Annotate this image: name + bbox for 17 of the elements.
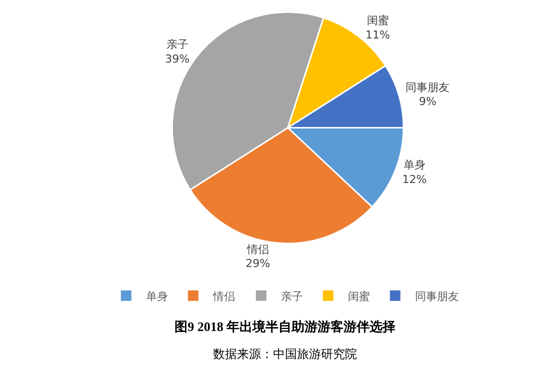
data-label: 9%	[419, 95, 436, 108]
slice-label: 同事朋友	[406, 80, 450, 94]
legend-label: 单身	[146, 290, 168, 303]
data-label: 12%	[402, 172, 427, 186]
text: 图9 2018 年出境半自助游游客游伴选择	[174, 319, 396, 334]
data-label: 11%	[366, 28, 390, 42]
legend-label: 同事朋友	[415, 290, 460, 303]
slice-label: 情侣	[246, 242, 269, 256]
slice-label: 亲子	[166, 38, 188, 52]
data-label: 29%	[246, 257, 270, 270]
slice-label: 闺蜜	[366, 14, 389, 28]
source-note: 数据来源：中国旅游研究院	[213, 347, 357, 361]
legend-label: 闺蜜	[348, 290, 370, 303]
slice-label: 单身	[403, 158, 426, 172]
data-label: 39%	[165, 52, 190, 66]
legend-label: 情侣	[212, 290, 236, 303]
legend-label: 亲子	[281, 290, 304, 303]
